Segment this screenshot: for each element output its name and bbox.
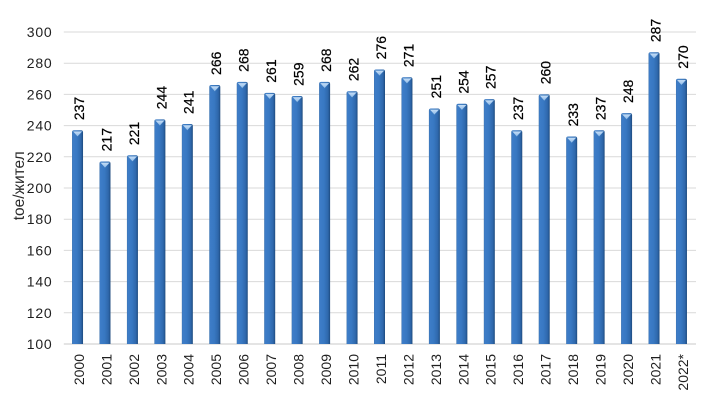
svg-text:300: 300 (27, 24, 53, 40)
svg-text:287: 287 (647, 19, 663, 43)
svg-text:237: 237 (510, 97, 526, 121)
svg-text:221: 221 (126, 122, 142, 146)
svg-text:2017: 2017 (538, 354, 554, 385)
svg-text:2003: 2003 (153, 354, 169, 385)
svg-text:2002: 2002 (126, 354, 142, 385)
svg-text:2000: 2000 (71, 354, 87, 385)
svg-text:2022*: 2022* (675, 353, 691, 390)
svg-text:2008: 2008 (291, 354, 307, 385)
svg-text:200: 200 (27, 180, 53, 196)
svg-text:2013: 2013 (428, 354, 444, 385)
svg-text:2018: 2018 (565, 354, 581, 385)
svg-text:2001: 2001 (98, 354, 114, 385)
svg-text:241: 241 (181, 90, 197, 114)
svg-text:2012: 2012 (400, 354, 416, 385)
svg-text:2005: 2005 (208, 354, 224, 385)
svg-text:260: 260 (27, 86, 53, 102)
svg-text:2004: 2004 (181, 354, 197, 385)
svg-text:259: 259 (291, 62, 307, 86)
svg-text:2016: 2016 (510, 354, 526, 385)
svg-text:2020: 2020 (620, 354, 636, 385)
svg-text:268: 268 (236, 48, 252, 72)
svg-text:toe/жител: toe/жител (11, 151, 28, 220)
svg-text:266: 266 (208, 51, 224, 75)
svg-text:248: 248 (620, 79, 636, 103)
svg-text:160: 160 (27, 242, 53, 258)
svg-text:2019: 2019 (593, 354, 609, 385)
svg-text:271: 271 (400, 44, 416, 68)
svg-text:244: 244 (153, 86, 169, 110)
svg-text:217: 217 (98, 128, 114, 152)
svg-text:2021: 2021 (647, 354, 663, 385)
svg-text:268: 268 (318, 48, 334, 72)
svg-text:270: 270 (675, 45, 691, 69)
svg-text:2009: 2009 (318, 354, 334, 385)
svg-text:180: 180 (27, 211, 53, 227)
svg-text:2006: 2006 (236, 354, 252, 385)
svg-text:257: 257 (483, 65, 499, 89)
svg-text:2011: 2011 (373, 354, 389, 384)
svg-text:237: 237 (71, 97, 87, 121)
svg-text:140: 140 (27, 274, 53, 290)
svg-text:251: 251 (428, 75, 444, 99)
svg-text:100: 100 (27, 336, 53, 352)
svg-text:2015: 2015 (483, 354, 499, 385)
svg-text:262: 262 (345, 58, 361, 82)
svg-text:2007: 2007 (263, 354, 279, 385)
svg-text:2014: 2014 (455, 354, 471, 385)
svg-text:276: 276 (373, 36, 389, 60)
svg-text:280: 280 (27, 55, 53, 71)
svg-text:2010: 2010 (345, 354, 361, 385)
svg-text:220: 220 (27, 149, 53, 165)
svg-text:120: 120 (27, 305, 53, 321)
svg-text:240: 240 (27, 118, 53, 134)
svg-text:261: 261 (263, 59, 279, 83)
svg-text:237: 237 (593, 97, 609, 121)
svg-text:233: 233 (565, 103, 581, 127)
svg-text:254: 254 (455, 70, 471, 94)
svg-text:260: 260 (538, 61, 554, 85)
